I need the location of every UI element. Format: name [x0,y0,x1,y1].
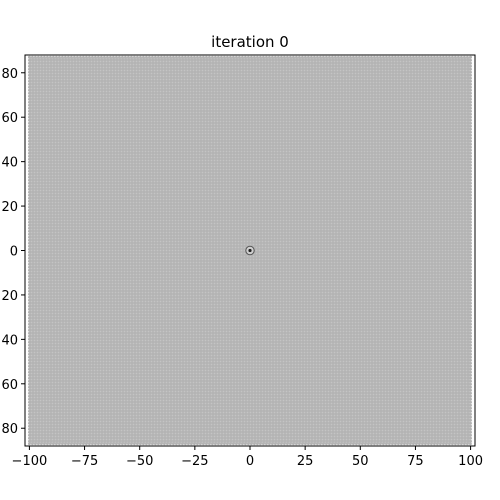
x-tick-label: 50 [352,454,369,469]
y-tick-label: 40 [1,156,18,171]
y-tick-label: 60 [1,111,18,126]
point-field-edge [28,55,472,446]
x-tick-label: 100 [458,454,483,469]
y-tick-label: 20 [1,200,18,215]
y-tick-label: 20 [1,289,18,304]
axes: −100 −75 −50 −25 0 25 50 75 100 80 60 40 20 0 20 40 60 80 [1,54,483,469]
y-tick-label: 80 [1,67,18,82]
x-tick-label: −75 [71,454,98,469]
x-tick-label: 75 [407,454,424,469]
center-marker [245,245,255,256]
y-tick-label: 40 [1,333,18,348]
x-tick-label: 25 [297,454,314,469]
chart-title: iteration 0 [211,33,289,51]
y-tick-label: 60 [1,378,18,393]
plot-area [28,55,472,446]
x-tick-label: −100 [12,454,48,469]
y-tick-label: 0 [10,245,18,260]
y-tick-label: 80 [1,422,18,437]
x-tick-label: 0 [246,454,254,469]
x-tick-label: −50 [126,454,153,469]
x-tick-label: −25 [181,454,208,469]
